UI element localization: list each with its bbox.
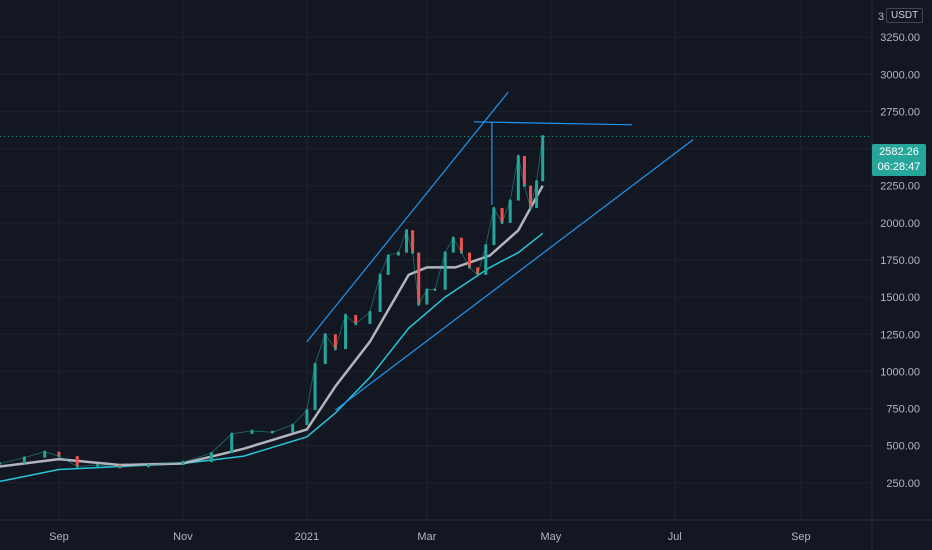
- price-point: [433, 288, 437, 292]
- y-tick-label: 2000.00: [880, 218, 920, 230]
- y-tick-label: 2250.00: [880, 181, 920, 193]
- price-point: [529, 206, 532, 210]
- price-point: [451, 236, 455, 240]
- x-tick-label: Nov: [173, 531, 193, 543]
- current-price-value: 2582.26: [879, 146, 919, 158]
- top-horizontal: [473, 121, 633, 126]
- bar-countdown: 06:28:47: [877, 161, 921, 173]
- price-point: [305, 408, 309, 412]
- price-point: [417, 303, 421, 306]
- y-tick-label: 500.00: [886, 441, 920, 453]
- price-point: [460, 251, 463, 254]
- price-point: [523, 184, 526, 188]
- lower-trendline: [335, 139, 694, 411]
- price-point: [484, 243, 488, 247]
- y-tick-label: 3000.00: [880, 69, 920, 81]
- price-point: [425, 288, 429, 292]
- price-point: [468, 266, 471, 269]
- price-point: [411, 251, 414, 254]
- partial-top-tick: 3: [878, 11, 885, 23]
- x-tick-label: Mar: [417, 531, 436, 543]
- y-tick-label: 1000.00: [880, 366, 920, 378]
- price-point: [250, 429, 254, 433]
- price-point: [476, 273, 479, 277]
- price-point: [397, 251, 400, 254]
- price-point: [323, 332, 327, 336]
- x-tick-label: Sep: [791, 531, 811, 543]
- price-point: [378, 273, 382, 277]
- price-point: [334, 347, 337, 351]
- x-tick-label: Sep: [49, 531, 69, 543]
- y-tick-label: 3250.00: [880, 32, 920, 44]
- price-point: [230, 432, 234, 436]
- y-tick-label: 2750.00: [880, 106, 920, 118]
- price-point: [57, 454, 61, 458]
- price-point: [291, 423, 294, 427]
- price-point: [354, 322, 358, 326]
- price-point: [492, 206, 496, 210]
- price-point: [210, 451, 213, 455]
- price-point: [405, 228, 408, 232]
- price-point: [541, 135, 545, 138]
- price-point: [500, 221, 504, 225]
- moving-average-slow: [0, 232, 544, 483]
- price-point: [271, 431, 274, 434]
- price-point: [43, 450, 47, 453]
- price-point: [535, 179, 538, 183]
- price-point: [443, 251, 447, 254]
- price-point: [368, 310, 372, 314]
- x-tick-label: 2021: [295, 531, 319, 543]
- x-tick-label: May: [540, 531, 561, 543]
- price-point: [386, 254, 390, 257]
- price-point: [96, 463, 99, 467]
- y-tick-label: 750.00: [886, 404, 920, 416]
- x-tick-label: Jul: [668, 531, 682, 543]
- price-point: [181, 460, 185, 464]
- upper-channel-line: [306, 91, 509, 343]
- moving-average-fast: [0, 185, 544, 468]
- y-tick-label: 250.00: [886, 478, 920, 490]
- price-point: [508, 199, 512, 202]
- price-point: [517, 154, 520, 158]
- price-point: [75, 465, 79, 468]
- price-point: [344, 313, 347, 317]
- y-tick-label: 1750.00: [880, 255, 920, 267]
- y-tick-label: 1250.00: [880, 329, 920, 341]
- currency-label[interactable]: USDT: [886, 8, 924, 23]
- y-tick-label: 1500.00: [880, 292, 920, 304]
- price-point: [0, 462, 2, 465]
- current-price-tag: 2582.26 06:28:47: [872, 144, 926, 176]
- price-point: [118, 465, 122, 469]
- price-point: [313, 362, 317, 366]
- price-point: [147, 463, 150, 467]
- price-point: [23, 456, 26, 459]
